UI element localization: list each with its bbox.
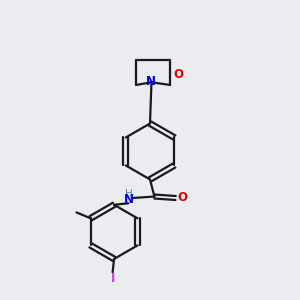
Text: N: N [146, 75, 156, 88]
Text: N: N [124, 193, 134, 206]
Text: O: O [173, 68, 183, 81]
Text: I: I [110, 272, 115, 286]
Text: O: O [177, 191, 188, 205]
Text: H: H [124, 189, 132, 199]
